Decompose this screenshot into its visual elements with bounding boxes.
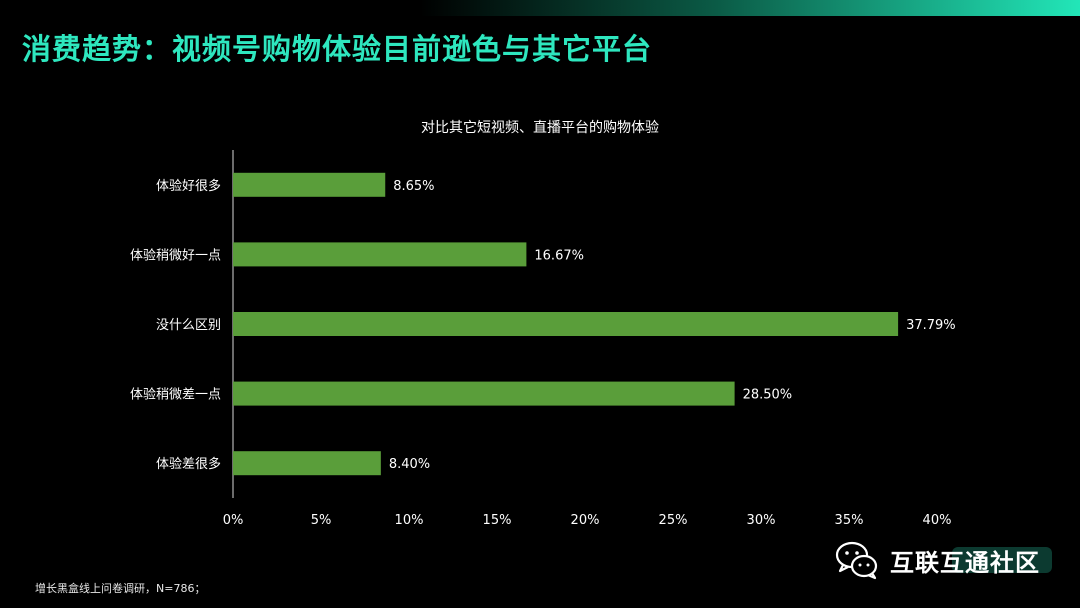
category-label: 体验稍微好一点 <box>130 247 221 263</box>
data-label: 37.79% <box>906 318 956 333</box>
bar <box>233 312 899 336</box>
bar <box>233 172 386 197</box>
watermark-text: 互联互通社区 <box>890 548 1040 577</box>
category-label: 体验稍微差一点 <box>130 387 221 403</box>
x-tick-label: 30% <box>747 513 776 528</box>
bar <box>233 242 527 267</box>
category-label: 体验好很多 <box>156 178 221 194</box>
source-footnote: 增长黑盒线上问卷调研，N=786； <box>35 582 206 595</box>
x-tick-label: 15% <box>483 513 512 528</box>
x-tick-label: 10% <box>395 513 424 528</box>
x-tick-label: 5% <box>311 513 332 528</box>
watermark: 互联互通社区 <box>834 535 1052 585</box>
x-tick-label: 20% <box>571 513 600 528</box>
category-label: 没什么区别 <box>156 318 221 333</box>
data-label: 8.65% <box>393 179 434 194</box>
x-tick-label: 0% <box>223 513 244 528</box>
bar <box>233 381 735 406</box>
page-title: 消费趋势：视频号购物体验目前逊色与其它平台 <box>22 32 653 66</box>
x-tick-label: 40% <box>923 513 952 528</box>
data-label: 8.40% <box>389 457 430 472</box>
top-accent-bar <box>420 0 1080 16</box>
category-label: 体验差很多 <box>156 456 221 472</box>
data-label: 28.50% <box>743 388 793 403</box>
data-label: 16.67% <box>534 248 584 263</box>
chart-title: 对比其它短视频、直播平台的购物体验 <box>421 120 659 136</box>
wechat-icon <box>835 541 878 580</box>
bar <box>233 451 381 476</box>
x-tick-label: 25% <box>659 513 688 528</box>
x-tick-label: 35% <box>835 513 864 528</box>
